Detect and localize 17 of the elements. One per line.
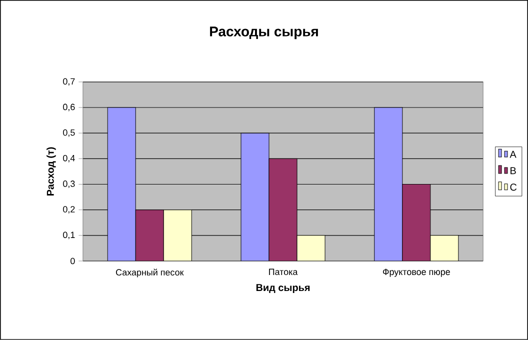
x-tick-label: Фруктовое пюре: [382, 268, 450, 277]
y-tick-label: 0,4: [63, 154, 75, 162]
y-tick-label: 0,6: [63, 104, 75, 112]
y-tick-label: 0,3: [63, 180, 75, 188]
chart-title: Расходы сырья: [210, 26, 318, 40]
y-tick-label: 0,1: [63, 232, 75, 240]
x-tick-label: Патока: [269, 268, 298, 276]
y-tick-label: 0,5: [63, 129, 75, 137]
y-axis-title: Расход (т): [46, 147, 56, 196]
legend-label: C: [510, 184, 517, 191]
y-tick-label: 0,2: [63, 206, 75, 214]
x-axis-title: Вид сырья: [256, 284, 310, 294]
y-tick-label: 0,7: [63, 78, 75, 86]
legend-label: A: [510, 150, 516, 158]
y-tick-label: 0: [70, 258, 75, 264]
x-tick-label: Сахарный песок: [116, 268, 184, 278]
legend-label: B: [510, 167, 516, 174]
